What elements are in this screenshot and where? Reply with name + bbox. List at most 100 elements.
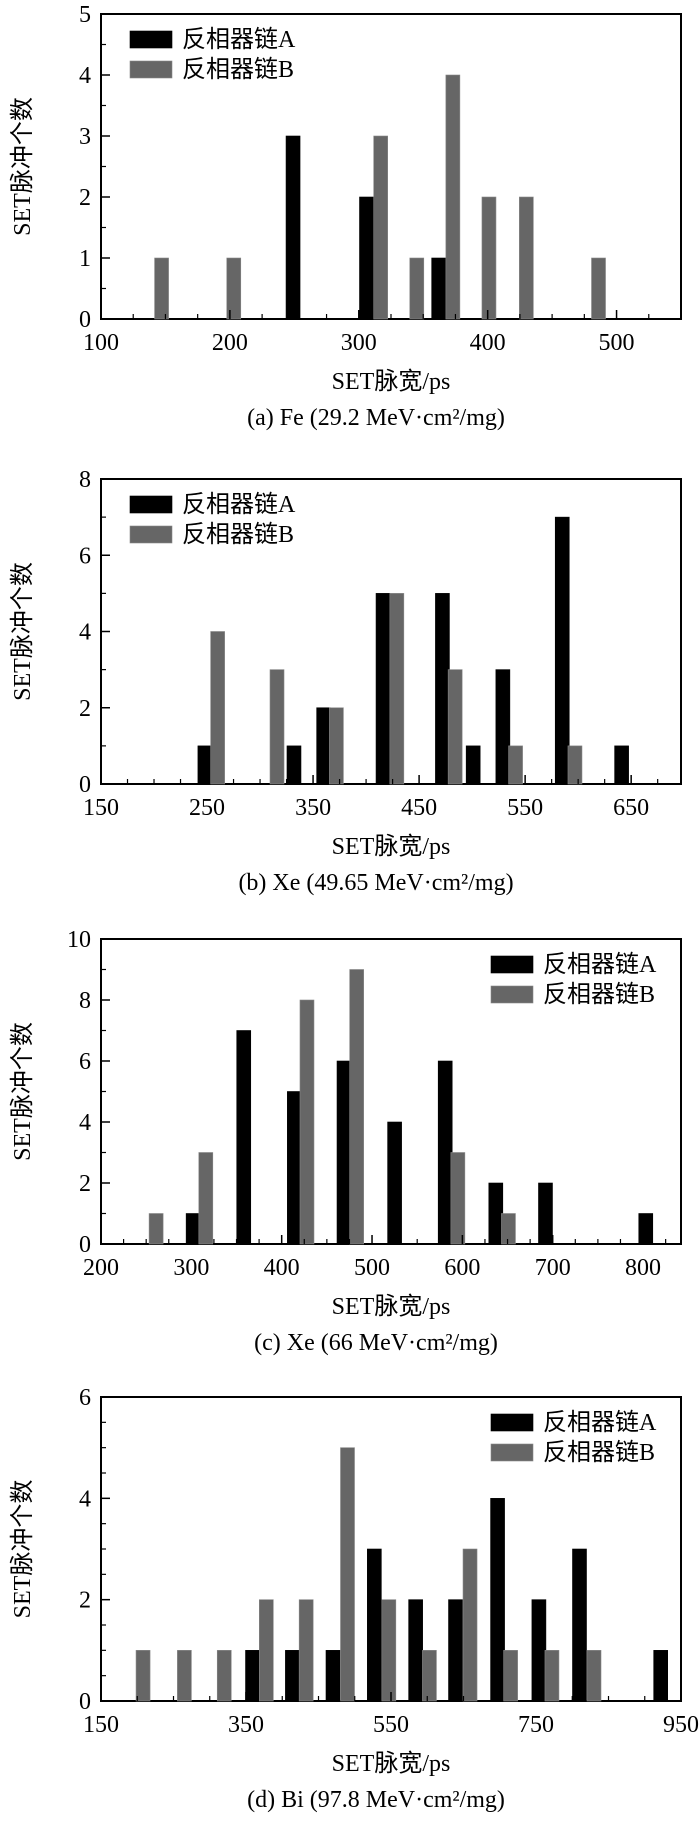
- bar-chain-b: [519, 196, 534, 320]
- x-tick-label: 300: [341, 330, 377, 356]
- y-tick-label: 8: [79, 467, 91, 493]
- bar-chain-b: [226, 257, 242, 320]
- x-tick-label: 450: [401, 795, 437, 821]
- bar-chain-a: [435, 593, 450, 785]
- bar-chain-b: [258, 1599, 274, 1702]
- y-tick-label: 6: [79, 543, 91, 569]
- bar-chain-a: [538, 1182, 553, 1245]
- bar-chain-a: [572, 1548, 587, 1702]
- figure-caption: (d) Bi (97.8 MeV·cm²/mg): [247, 1787, 505, 1813]
- bar-chain-a: [245, 1650, 260, 1702]
- bar-chain-a: [653, 1650, 669, 1702]
- legend-label-chain-a: 反相器链A: [543, 951, 657, 978]
- bar-chain-b: [544, 1650, 560, 1702]
- bar-chain-a: [437, 1060, 453, 1245]
- x-tick-label: 150: [83, 1712, 119, 1738]
- bar-chain-b: [389, 593, 405, 785]
- bar-chain-b: [216, 1650, 232, 1702]
- y-tick-label: 4: [79, 63, 91, 89]
- legend-label-chain-a: 反相器链A: [182, 491, 296, 518]
- bar-chain-a: [325, 1650, 341, 1702]
- bar-chain-a: [490, 1498, 505, 1702]
- bar-chain-a: [614, 745, 629, 785]
- x-tick-label: 100: [83, 330, 119, 356]
- y-tick-label: 6: [79, 1049, 91, 1075]
- bar-chain-a: [554, 516, 570, 785]
- bar-chain-b: [591, 257, 606, 320]
- bar-chain-a: [359, 196, 374, 320]
- legend-swatch-chain-b: [129, 525, 173, 544]
- chart-panel-c: 0 2 4 6 8 10 200 300 400 500 600 700 800 SET脉宽/ps SET脉…: [9, 927, 682, 1356]
- x-tick-label: 200: [83, 1255, 119, 1281]
- x-axis-label: SET脉宽/ps: [332, 368, 451, 395]
- y-tick-label: 10: [67, 927, 91, 953]
- bar-chain-b: [269, 669, 285, 785]
- bar-chain-a: [495, 669, 511, 785]
- bar-chain-b: [508, 745, 523, 785]
- y-tick-label: 1: [79, 246, 91, 272]
- x-tick-label: 350: [228, 1712, 264, 1738]
- legend-swatch-chain-b: [490, 1443, 534, 1462]
- y-tick-label: 2: [79, 1171, 91, 1197]
- bar-chain-a: [431, 257, 446, 320]
- legend-swatch-chain-b: [129, 60, 173, 79]
- x-axis-label: SET脉宽/ps: [332, 1750, 451, 1777]
- bar-chain-b: [177, 1650, 192, 1702]
- legend-swatch-chain-b: [490, 985, 534, 1004]
- legend-swatch-chain-a: [129, 30, 173, 49]
- x-axis-label: SET脉宽/ps: [332, 1293, 451, 1320]
- x-tick-label: 500: [599, 330, 635, 356]
- x-tick-label: 350: [295, 795, 331, 821]
- bar-chain-a: [387, 1121, 402, 1245]
- y-tick-label: 0: [79, 772, 91, 798]
- y-tick-label: 2: [79, 1588, 91, 1614]
- y-axis-label: SET脉冲个数: [9, 1480, 36, 1619]
- figure-caption: (c) Xe (66 MeV·cm²/mg): [254, 1330, 498, 1356]
- bar-chain-a: [336, 1060, 352, 1245]
- x-tick-label: 150: [83, 795, 119, 821]
- legend-label-chain-b: 反相器链B: [182, 56, 294, 83]
- bar-chain-a: [185, 1213, 201, 1245]
- legend-label-chain-b: 反相器链B: [543, 981, 655, 1008]
- bar-chain-b: [349, 969, 364, 1245]
- bar-chain-b: [503, 1650, 518, 1702]
- y-tick-label: 0: [79, 1689, 91, 1715]
- bar-chain-a: [236, 1030, 252, 1245]
- bar-chain-a: [488, 1182, 504, 1245]
- bar-chain-b: [445, 74, 461, 320]
- bar-chain-b: [381, 1599, 397, 1702]
- figure-caption: (b) Xe (49.65 MeV·cm²/mg): [238, 870, 513, 896]
- y-tick-label: 6: [79, 1385, 91, 1411]
- bar-chain-b: [373, 135, 388, 320]
- chart-panel-a: 0 1 2 3 4 5 100 200 300 400 500 SET脉宽/ps SET脉冲个数 (a) …: [9, 2, 682, 431]
- bar-chain-a: [287, 1091, 302, 1245]
- x-tick-label: 400: [264, 1255, 300, 1281]
- x-tick-label: 550: [507, 795, 543, 821]
- bar-chain-b: [450, 1152, 466, 1245]
- y-tick-label: 8: [79, 988, 91, 1014]
- bar-chain-b: [298, 1599, 314, 1702]
- legend-label-chain-a: 反相器链A: [543, 1409, 657, 1436]
- bar-chain-a: [465, 745, 481, 785]
- bar-chain-a: [316, 707, 331, 785]
- bar-chain-b: [299, 999, 315, 1245]
- bar-chain-a: [285, 1650, 300, 1702]
- chart-panel-d: 0 2 4 6 150 350 550 750 950 SET脉宽/ps SET脉冲个数 (d) Bi…: [9, 1385, 699, 1813]
- y-tick-label: 4: [79, 1110, 91, 1136]
- bar-chain-b: [210, 631, 225, 785]
- bar-chain-b: [154, 257, 169, 320]
- legend-swatch-chain-a: [490, 955, 534, 974]
- bar-chain-a: [285, 135, 301, 320]
- x-axis-label: SET脉宽/ps: [332, 833, 451, 860]
- bar-chain-b: [409, 257, 425, 320]
- bar-chain-a: [197, 745, 213, 785]
- legend-swatch-chain-a: [490, 1413, 534, 1432]
- chart-panel-b: 0 2 4 6 8 150 250 350 450 550 650 SET脉宽/ps SET脉冲个数 (b…: [9, 467, 682, 896]
- bar-chain-b: [198, 1152, 214, 1245]
- figure-caption: (a) Fe (29.2 MeV·cm²/mg): [247, 405, 505, 431]
- bar-chain-a: [638, 1213, 654, 1245]
- bar-chain-b: [447, 669, 463, 785]
- y-tick-label: 0: [79, 1232, 91, 1258]
- x-tick-label: 200: [212, 330, 248, 356]
